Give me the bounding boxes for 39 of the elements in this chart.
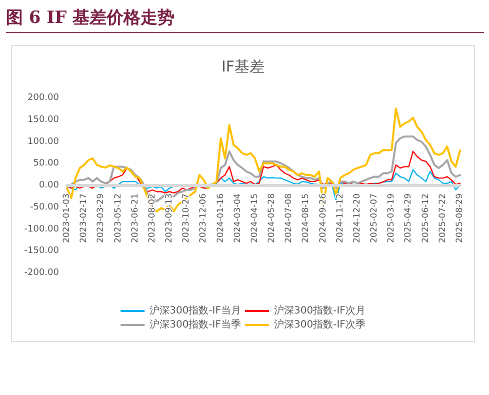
- x-tick-label: 2024-01-16: [216, 194, 226, 243]
- y-tick-label: 100.00: [28, 136, 60, 147]
- y-tick-label: 0.00: [38, 180, 60, 190]
- x-tick-label: 2023-08-02: [147, 194, 158, 243]
- x-tick-label: 2024-03-04: [232, 194, 243, 243]
- y-tick-label: -150.00: [24, 246, 60, 256]
- legend-label: 沪深300指数-IF次月: [274, 304, 366, 316]
- x-tick-label: 2023-05-12: [113, 194, 124, 243]
- x-tick-label: 2025-08-29: [455, 194, 465, 243]
- x-tick-label: 2023-10-27: [182, 194, 192, 243]
- y-tick-label: 200.00: [28, 93, 60, 103]
- x-tick-label: 2023-01-03: [62, 194, 72, 243]
- x-tick-label: 2025-07-22: [438, 194, 448, 243]
- x-tick-label: 2024-12-20: [352, 194, 362, 243]
- x-tick-label: 2024-11-12: [335, 194, 346, 243]
- x-tick-label: 2023-12-06: [198, 194, 209, 243]
- x-tick-label: 2023-09-13: [164, 194, 175, 243]
- x-tick-label: 2025-04-29: [404, 194, 414, 243]
- x-tick-label: 2025-03-19: [386, 194, 397, 243]
- legend-label: 沪深300指数-IF次季: [274, 318, 366, 330]
- y-tick-label: 150.00: [28, 114, 60, 125]
- y-tick-label: 50.00: [33, 158, 60, 169]
- x-tick-label: 2025-02-07: [370, 194, 380, 243]
- chart-subtitle: IF基差: [221, 58, 265, 76]
- y-tick-label: -50.00: [30, 202, 60, 212]
- x-tick-label: 2024-05-28: [267, 194, 278, 243]
- x-tick-label: 2025-06-12: [420, 194, 431, 243]
- x-tick-label: 2024-07-08: [284, 194, 294, 243]
- x-tick-label: 2024-09-26: [318, 194, 328, 243]
- chart-title: 图 6 IF 基差价格走势: [6, 8, 175, 28]
- x-tick-label: 2023-03-29: [96, 194, 106, 243]
- x-tick-label: 2024-08-15: [301, 194, 312, 243]
- legend-label: 沪深300指数-IF当月: [150, 304, 242, 316]
- x-tick-label: 2024-04-15: [250, 194, 260, 243]
- y-tick-label: -100.00: [24, 224, 60, 234]
- y-tick-label: -200.00: [24, 268, 60, 278]
- legend-label: 沪深300指数-IF当季: [150, 318, 242, 330]
- x-tick-label: 2023-06-21: [130, 194, 140, 243]
- x-tick-label: 2023-02-17: [79, 194, 90, 243]
